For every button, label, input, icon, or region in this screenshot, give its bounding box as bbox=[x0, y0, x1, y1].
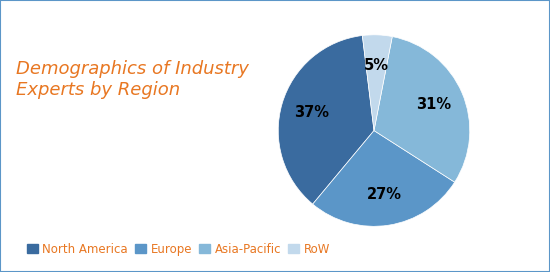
Text: 37%: 37% bbox=[294, 105, 329, 120]
Text: 5%: 5% bbox=[364, 58, 389, 73]
Wedge shape bbox=[362, 35, 392, 131]
Wedge shape bbox=[374, 36, 470, 182]
Wedge shape bbox=[313, 131, 455, 226]
Wedge shape bbox=[278, 36, 374, 204]
Text: 27%: 27% bbox=[366, 187, 402, 202]
Text: Demographics of Industry
Experts by Region: Demographics of Industry Experts by Regi… bbox=[16, 60, 249, 99]
Legend: North America, Europe, Asia-Pacific, RoW: North America, Europe, Asia-Pacific, RoW bbox=[23, 238, 334, 261]
Text: 31%: 31% bbox=[416, 97, 452, 112]
